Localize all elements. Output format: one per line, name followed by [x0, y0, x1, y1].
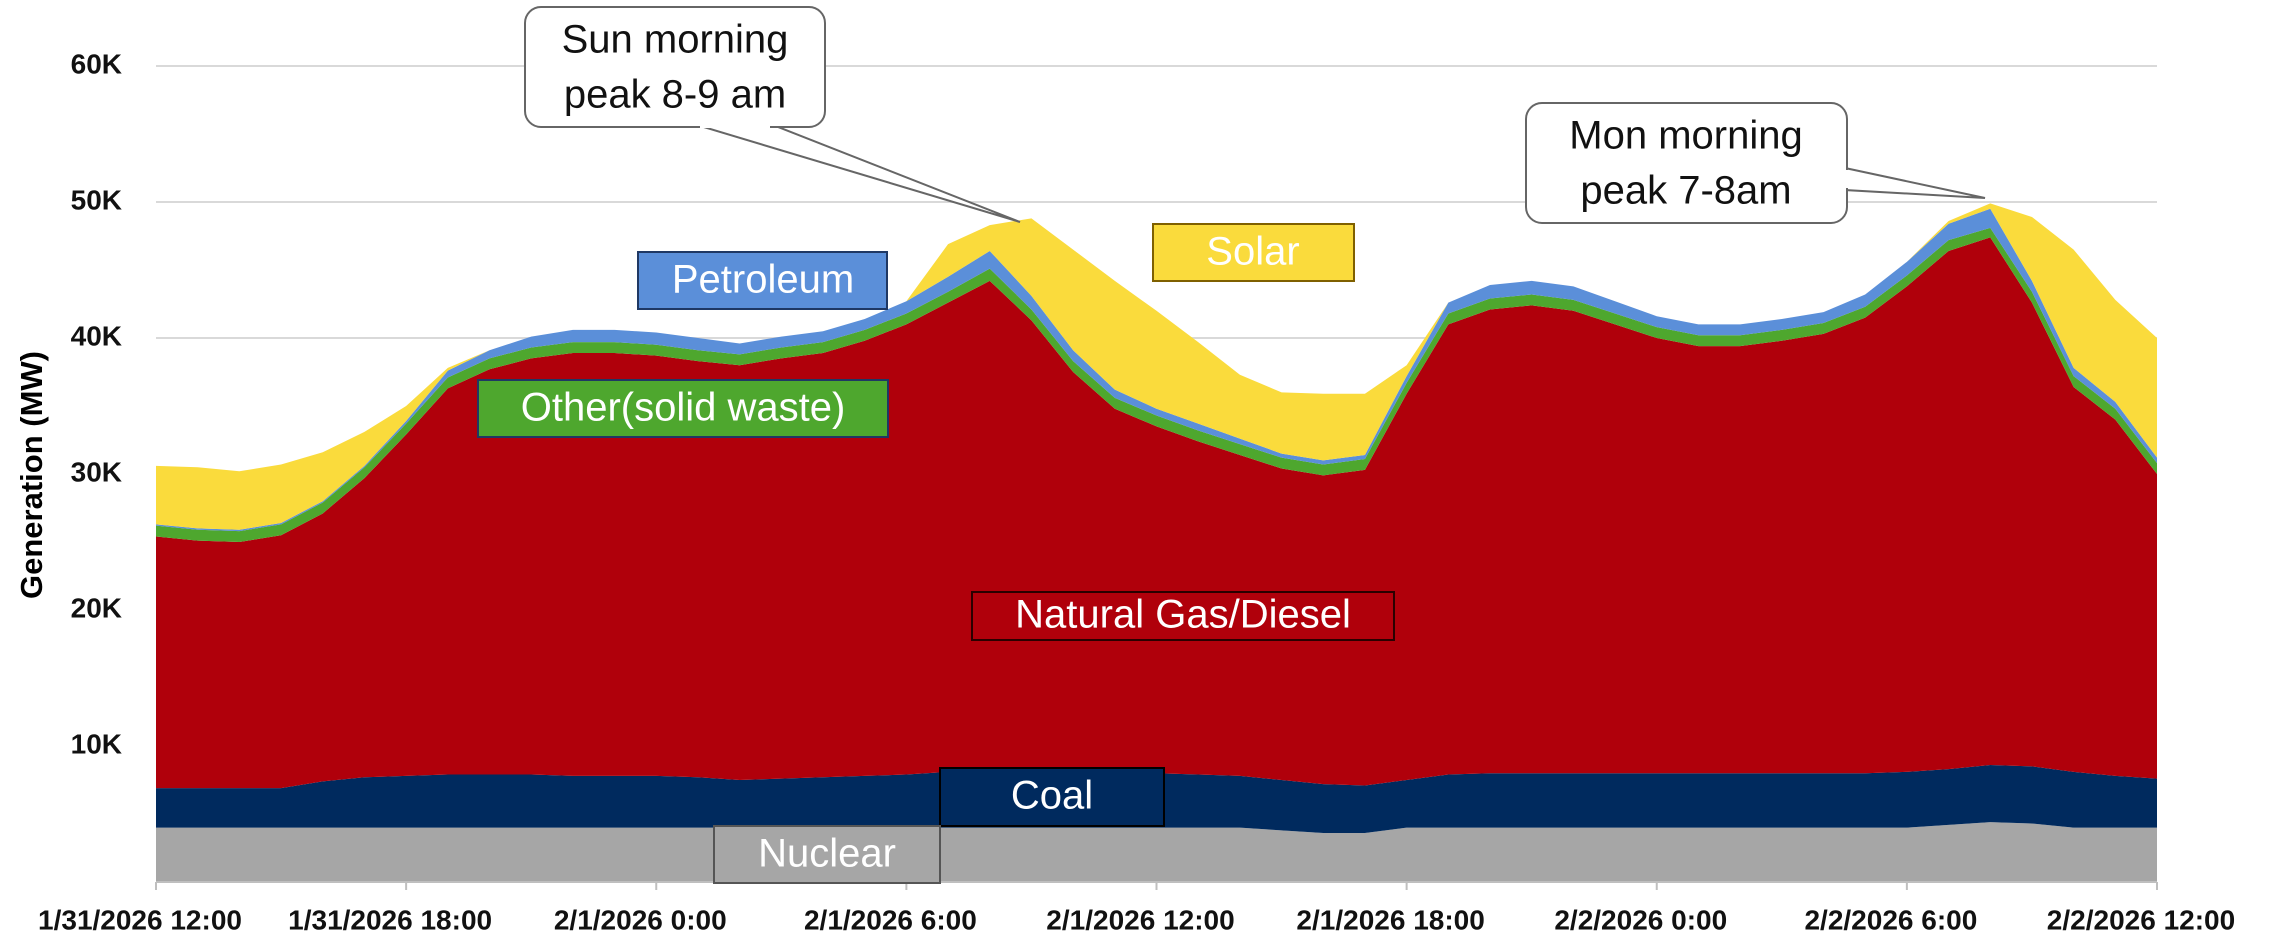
- callout-text: Mon morning: [1569, 114, 1802, 158]
- x-tick-label: 2/1/2026 12:00: [1046, 904, 1234, 935]
- x-tick-label: 1/31/2026 18:00: [288, 904, 492, 935]
- series-label: Other(solid waste): [521, 386, 846, 430]
- series-label-box: [971, 591, 1395, 641]
- x-tick-label: 2/1/2026 0:00: [554, 904, 727, 935]
- series-label-box: [637, 251, 888, 310]
- callout-pointer: [1844, 166, 1986, 199]
- x-tick-label: 1/31/2026 12:00: [38, 904, 242, 935]
- y-tick-label: 60K: [71, 48, 122, 79]
- y-tick-label: 40K: [71, 320, 122, 351]
- series-label: Natural Gas/Diesel: [1015, 593, 1351, 637]
- series-label-box: [713, 825, 941, 884]
- area: [156, 237, 2157, 789]
- area: [156, 822, 2157, 882]
- y-tick-label: 50K: [71, 184, 122, 215]
- y-tick-label: 10K: [71, 728, 122, 759]
- callout-text: Sun morning: [562, 18, 789, 62]
- y-axis-label: Generation (MW): [14, 351, 49, 599]
- area: [156, 203, 2157, 530]
- callout-box: [524, 6, 826, 128]
- x-tick-label: 2/2/2026 12:00: [2047, 904, 2235, 935]
- plot-area: 10K 20K 30K 40K 50K 60K 1/31/2026 12:00 1/31/20…: [38, 48, 2235, 935]
- callout-text: peak 7-8am: [1580, 169, 1791, 213]
- y-tick-label: 20K: [71, 592, 122, 623]
- series-label: Solar: [1206, 230, 1299, 274]
- series-label-box: [1152, 223, 1355, 282]
- callout-text: peak 8-9 am: [564, 73, 786, 117]
- series-label: Nuclear: [758, 832, 896, 876]
- series-label: Coal: [1011, 774, 1093, 818]
- series-label-box: [939, 767, 1165, 827]
- series-label: Petroleum: [672, 258, 854, 302]
- callout-pointer: [696, 124, 1021, 223]
- callout-box: [1525, 102, 1848, 224]
- x-tick-label: 2/1/2026 18:00: [1296, 904, 1484, 935]
- x-tick-label: 2/2/2026 6:00: [1804, 904, 1977, 935]
- x-tick-label: 2/1/2026 6:00: [804, 904, 977, 935]
- y-tick-label: 30K: [71, 456, 122, 487]
- series-label-box: [477, 379, 889, 438]
- x-tick-label: 2/2/2026 0:00: [1554, 904, 1727, 935]
